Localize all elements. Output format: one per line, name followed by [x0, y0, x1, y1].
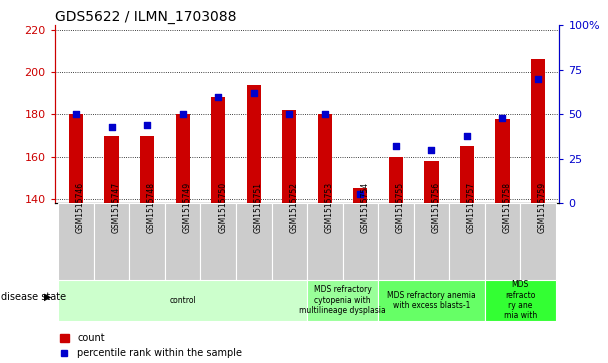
Bar: [272, 203, 307, 280]
Bar: [531, 59, 545, 203]
Bar: [236, 203, 272, 280]
Text: disease state: disease state: [1, 292, 66, 302]
Text: GSM1515746: GSM1515746: [76, 182, 85, 233]
Text: GSM1515751: GSM1515751: [254, 182, 263, 233]
Bar: [307, 280, 378, 321]
Bar: [211, 97, 226, 203]
Bar: [496, 119, 510, 203]
Point: [356, 192, 365, 197]
Bar: [130, 203, 165, 280]
Point: [249, 90, 258, 96]
Text: MDS refractory
cytopenia with
multilineage dysplasia: MDS refractory cytopenia with multilinea…: [299, 285, 386, 315]
Bar: [389, 157, 403, 203]
Text: GSM1515752: GSM1515752: [289, 182, 299, 233]
Text: GSM1515759: GSM1515759: [538, 182, 547, 233]
Bar: [105, 135, 119, 203]
Bar: [460, 146, 474, 203]
Point: [178, 111, 187, 117]
Point: [462, 133, 472, 139]
Point: [427, 147, 437, 153]
Text: GSM1515756: GSM1515756: [432, 182, 440, 233]
Bar: [282, 110, 296, 203]
Text: GSM1515750: GSM1515750: [218, 182, 227, 233]
Text: ▶: ▶: [44, 292, 52, 302]
Bar: [485, 203, 520, 280]
Bar: [307, 203, 342, 280]
Bar: [94, 203, 130, 280]
Text: GSM1515757: GSM1515757: [467, 182, 476, 233]
Point: [285, 111, 294, 117]
Bar: [58, 203, 94, 280]
Point: [320, 111, 330, 117]
Point: [391, 143, 401, 149]
Point: [497, 115, 507, 121]
Text: GSM1515748: GSM1515748: [147, 182, 156, 233]
Point: [533, 76, 543, 82]
Bar: [413, 203, 449, 280]
Point: [71, 111, 81, 117]
Point: [213, 94, 223, 99]
Bar: [176, 114, 190, 203]
Bar: [201, 203, 236, 280]
Text: GSM1515747: GSM1515747: [112, 182, 120, 233]
Text: GSM1515758: GSM1515758: [502, 182, 511, 233]
Text: MDS
refracto
ry ane
mia with: MDS refracto ry ane mia with: [503, 280, 537, 321]
Bar: [247, 85, 261, 203]
Bar: [318, 114, 332, 203]
Bar: [353, 188, 367, 203]
Bar: [485, 280, 556, 321]
Bar: [58, 280, 307, 321]
Bar: [378, 280, 485, 321]
Text: control: control: [169, 296, 196, 305]
Point: [107, 124, 117, 130]
Text: MDS refractory anemia
with excess blasts-1: MDS refractory anemia with excess blasts…: [387, 291, 476, 310]
Bar: [140, 135, 154, 203]
Bar: [69, 114, 83, 203]
Text: GSM1515755: GSM1515755: [396, 182, 405, 233]
Text: GSM1515749: GSM1515749: [182, 182, 192, 233]
Bar: [378, 203, 413, 280]
Bar: [424, 161, 438, 203]
Text: GSM1515753: GSM1515753: [325, 182, 334, 233]
Bar: [520, 203, 556, 280]
Bar: [165, 203, 201, 280]
Legend: count, percentile rank within the sample: count, percentile rank within the sample: [60, 333, 242, 358]
Text: GDS5622 / ILMN_1703088: GDS5622 / ILMN_1703088: [55, 11, 237, 24]
Text: GSM1515754: GSM1515754: [361, 182, 369, 233]
Bar: [342, 203, 378, 280]
Point: [142, 122, 152, 128]
Bar: [449, 203, 485, 280]
